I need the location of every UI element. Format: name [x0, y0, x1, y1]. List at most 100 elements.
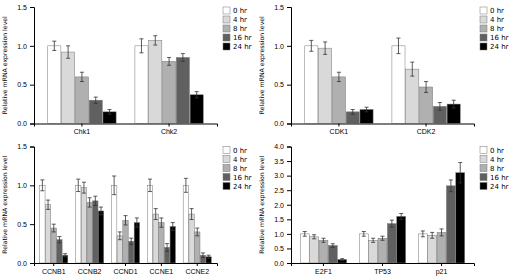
bar: [328, 246, 337, 263]
y-tick-mark: [30, 46, 34, 47]
error-cap: [94, 97, 98, 98]
error-cap: [135, 227, 139, 228]
legend-label: 8 hr: [233, 165, 247, 173]
x-tick: TP53: [374, 263, 391, 275]
legend-swatch: [223, 147, 230, 154]
error-line: [169, 57, 170, 65]
error-cap: [52, 224, 56, 225]
error-cap: [66, 58, 70, 59]
error-cap: [399, 213, 403, 214]
x-tick-label: CDK1: [330, 128, 349, 135]
y-tick-label: 3.0: [274, 172, 284, 179]
error-cap: [309, 51, 313, 52]
bar: [176, 57, 189, 123]
y-tick: 3.0: [274, 172, 291, 179]
bar: [319, 48, 332, 123]
error-cap: [410, 62, 414, 63]
x-tick-label: TP53: [374, 268, 391, 275]
bar-series: [89, 54, 189, 124]
error-bar: [112, 176, 116, 195]
x-tick: CCNB2: [78, 263, 102, 275]
bar: [57, 240, 62, 263]
plot-area: [40, 176, 212, 263]
x-tick-label: CCNE2: [185, 268, 209, 275]
error-line: [95, 97, 96, 103]
error-bar: [99, 207, 103, 215]
error-bar: [458, 163, 462, 183]
x-tick-mark: [441, 263, 442, 266]
error-cap: [430, 232, 434, 233]
bar: [338, 260, 347, 263]
bar: [420, 87, 433, 124]
y-tick: 0.5: [17, 221, 34, 228]
error-cap: [331, 247, 335, 248]
x-tick-label: CCNB1: [42, 268, 66, 275]
error-line: [136, 218, 137, 227]
error-cap: [452, 100, 456, 101]
legend-item: 16 hr: [223, 174, 252, 182]
bar: [195, 232, 200, 263]
y-axis-title: Relative mRNA expression level: [1, 155, 9, 253]
error-cap: [159, 227, 163, 228]
bar: [134, 223, 139, 263]
error-cap: [458, 162, 462, 163]
error-cap: [399, 219, 403, 220]
legend-label: 4 hr: [233, 156, 247, 164]
x-tick-label: Chk2: [161, 128, 177, 135]
error-line: [202, 253, 203, 258]
bar-series: [75, 57, 175, 123]
legend-item: 16 hr: [480, 174, 509, 182]
error-line: [89, 198, 90, 207]
legend: 0 hr4 hr8 hr16 hr24 hr: [480, 7, 509, 51]
x-tick-label: CCND1: [113, 268, 137, 275]
error-line: [373, 238, 374, 242]
error-cap: [82, 193, 86, 194]
bar: [89, 100, 102, 123]
bar-series: [305, 38, 405, 123]
y-tick-mark: [287, 234, 291, 235]
bar: [190, 95, 203, 124]
error-cap: [118, 231, 122, 232]
error-line: [412, 62, 413, 76]
error-cap: [340, 260, 344, 261]
error-cap: [52, 41, 56, 42]
error-cap: [351, 114, 355, 115]
legend-item: 16 hr: [223, 34, 252, 42]
legend-item: 24 hr: [480, 43, 509, 51]
x-tick: CCNE2: [185, 263, 209, 275]
error-cap: [201, 252, 205, 253]
legend-item: 4 hr: [223, 156, 247, 164]
error-bar: [365, 107, 369, 112]
y-tick-mark: [30, 263, 34, 264]
legend-item: 24 hr: [480, 183, 509, 191]
error-line: [441, 229, 442, 236]
y-tick-label: 1.5: [274, 216, 284, 223]
error-cap: [390, 227, 394, 228]
x-tick-mark: [169, 124, 170, 127]
error-line: [109, 110, 110, 115]
bar-series: [62, 207, 211, 263]
bar: [62, 52, 75, 123]
error-cap: [351, 109, 355, 110]
y-tick-label: 1.0: [274, 231, 284, 238]
error-bar: [337, 72, 341, 81]
error-bar: [195, 92, 199, 98]
error-cap: [424, 92, 428, 93]
bar-series: [360, 100, 460, 123]
legend-label: 16 hr: [490, 34, 509, 42]
error-cap: [63, 253, 67, 254]
error-line: [185, 178, 186, 192]
y-tick: 1.5: [274, 216, 291, 223]
x-tick-label: CCNE1: [150, 268, 174, 275]
y-axis-title: Relative mRNA expression level: [258, 16, 266, 114]
error-line: [65, 254, 66, 257]
error-bar: [153, 36, 157, 45]
error-cap: [171, 230, 175, 231]
error-line: [182, 54, 183, 62]
y-tick: 2.0: [274, 201, 291, 208]
error-cap: [82, 182, 86, 183]
error-bar: [195, 228, 199, 236]
error-line: [150, 179, 151, 191]
error-cap: [207, 255, 211, 256]
legend-swatch: [223, 16, 230, 23]
